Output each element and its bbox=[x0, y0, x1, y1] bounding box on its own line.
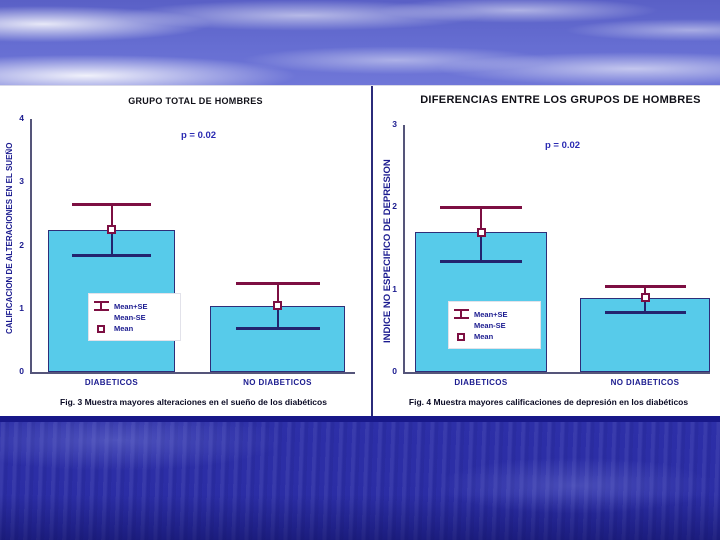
y-tick-label: 1 bbox=[19, 302, 24, 313]
error-line-upper bbox=[276, 283, 279, 306]
panel-divider bbox=[371, 86, 373, 416]
y-axis-line bbox=[403, 125, 405, 372]
error-cap-lower bbox=[235, 326, 320, 330]
legend-row-mean-plus-se: Mean+SE bbox=[454, 309, 534, 319]
legend: Mean+SE Mean-SE Mean bbox=[448, 301, 541, 349]
error-cap-lower bbox=[72, 253, 151, 257]
mean-marker bbox=[476, 227, 486, 237]
legend: Mean+SE Mean-SE Mean bbox=[88, 293, 181, 341]
legend-row-mean-minus-se: Mean-SE bbox=[474, 321, 534, 330]
legend-label: Mean-SE bbox=[474, 321, 506, 330]
figure-caption: Fig. 3 Muestra mayores alteraciones en e… bbox=[60, 397, 327, 407]
y-tick-label: 2 bbox=[19, 239, 24, 250]
error-line-upper bbox=[480, 207, 482, 233]
y-tick-label: 1 bbox=[392, 283, 397, 294]
mean-marker bbox=[273, 301, 282, 311]
legend-label: Mean+SE bbox=[114, 301, 148, 311]
plot-area: 0 1 2 3 4 bbox=[0, 86, 371, 416]
error-line-lower bbox=[276, 305, 279, 328]
legend-label: Mean bbox=[114, 324, 134, 333]
figure-caption: Fig. 4 Muestra mayores calificaciones de… bbox=[408, 397, 689, 407]
chart-title: DIFERENCIAS ENTRE LOS GRUPOS DE HOMBRES bbox=[420, 94, 701, 106]
mean-marker-icon bbox=[457, 332, 465, 341]
chart-depression-index: DIFERENCIAS ENTRE LOS GRUPOS DE HOMBRES … bbox=[373, 86, 720, 416]
x-axis-line bbox=[403, 372, 710, 374]
y-axis-line bbox=[30, 119, 32, 372]
legend-row-mean-minus-se: Mean-SE bbox=[114, 313, 174, 322]
error-line-upper bbox=[110, 204, 113, 230]
legend-label: Mean-SE bbox=[114, 313, 146, 322]
charts-panel: GRUPO TOTAL DE HOMBRES p = 0.02 CALIFICA… bbox=[0, 85, 720, 422]
chart-title: GRUPO TOTAL DE HOMBRES bbox=[128, 96, 263, 106]
category-label-diabeticos: DIABETICOS bbox=[84, 378, 139, 387]
y-tick-label: 0 bbox=[392, 366, 397, 376]
error-line-lower bbox=[110, 229, 113, 255]
mean-marker bbox=[640, 293, 650, 303]
category-label-no-diabeticos: NO DIABETICOS bbox=[610, 378, 680, 387]
error-cap-upper bbox=[440, 206, 522, 210]
error-line-lower bbox=[644, 297, 646, 312]
sky-background bbox=[0, 0, 720, 86]
data-bar bbox=[580, 297, 710, 372]
x-axis-line bbox=[30, 372, 355, 374]
error-cap-upper bbox=[72, 203, 151, 207]
error-cap-upper bbox=[604, 284, 686, 288]
legend-row-mean: Mean bbox=[454, 332, 534, 341]
category-label-diabeticos: DIABETICOS bbox=[454, 378, 508, 387]
y-tick-label: 3 bbox=[19, 176, 24, 187]
error-cap-lower bbox=[604, 310, 686, 314]
chart-sleep-alterations: GRUPO TOTAL DE HOMBRES p = 0.02 CALIFICA… bbox=[0, 86, 371, 416]
category-label-no-diabeticos: NO DIABETICOS bbox=[243, 378, 312, 387]
legend-row-mean-plus-se: Mean+SE bbox=[94, 301, 174, 311]
error-line-lower bbox=[480, 232, 482, 261]
mean-marker bbox=[107, 225, 116, 235]
y-tick-label: 0 bbox=[19, 366, 24, 376]
error-cap-upper bbox=[235, 282, 320, 286]
legend-row-mean: Mean bbox=[94, 324, 174, 333]
legend-label: Mean bbox=[474, 332, 494, 341]
plot-area: 0 1 2 3 bbox=[373, 86, 720, 416]
error-cap-lower bbox=[440, 259, 522, 263]
error-whisker-icon bbox=[454, 309, 469, 319]
p-value-annotation: p = 0.02 bbox=[180, 130, 217, 141]
p-value-annotation: p = 0.02 bbox=[544, 140, 581, 151]
error-whisker-icon bbox=[94, 301, 109, 311]
mean-marker-icon bbox=[97, 324, 105, 333]
legend-label: Mean+SE bbox=[474, 309, 508, 319]
y-tick-label: 2 bbox=[392, 201, 397, 212]
y-tick-label: 4 bbox=[19, 113, 24, 123]
y-tick-label: 3 bbox=[392, 119, 397, 129]
error-line-upper bbox=[644, 285, 646, 298]
